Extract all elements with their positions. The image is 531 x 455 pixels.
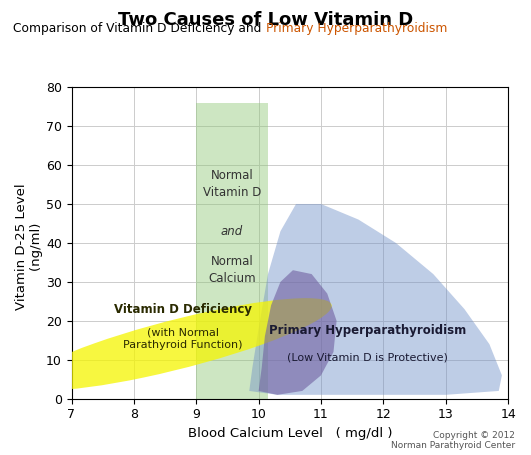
Ellipse shape	[23, 298, 332, 390]
Text: Normal
Vitamin D: Normal Vitamin D	[203, 170, 261, 199]
Polygon shape	[259, 270, 337, 395]
X-axis label: Blood Calcium Level   ( mg/dl ): Blood Calcium Level ( mg/dl )	[187, 427, 392, 440]
Text: Comparison of Vitamin D Deficiency and: Comparison of Vitamin D Deficiency and	[13, 22, 266, 35]
Text: Vitamin D Deficiency: Vitamin D Deficiency	[114, 303, 252, 316]
Polygon shape	[249, 204, 502, 395]
Text: Copyright © 2012
Norman Parathyroid Center: Copyright © 2012 Norman Parathyroid Cent…	[391, 431, 515, 450]
Text: Primary Hyperparathyroidism: Primary Hyperparathyroidism	[269, 324, 466, 337]
Text: and: and	[221, 225, 243, 238]
Text: Primary Hyperparathyroidism: Primary Hyperparathyroidism	[266, 22, 447, 35]
Text: Two Causes of Low Vitamin D: Two Causes of Low Vitamin D	[118, 11, 413, 30]
Text: (with Normal
Parathyroid Function): (with Normal Parathyroid Function)	[123, 327, 242, 349]
Bar	[196, 103, 268, 399]
Y-axis label: Vitamin D-25 Level  
(ng/ml)  : Vitamin D-25 Level (ng/ml)	[15, 175, 43, 310]
Text: (Low Vitamin D is Protective): (Low Vitamin D is Protective)	[287, 353, 448, 363]
Text: Normal
Calcium: Normal Calcium	[208, 255, 256, 285]
